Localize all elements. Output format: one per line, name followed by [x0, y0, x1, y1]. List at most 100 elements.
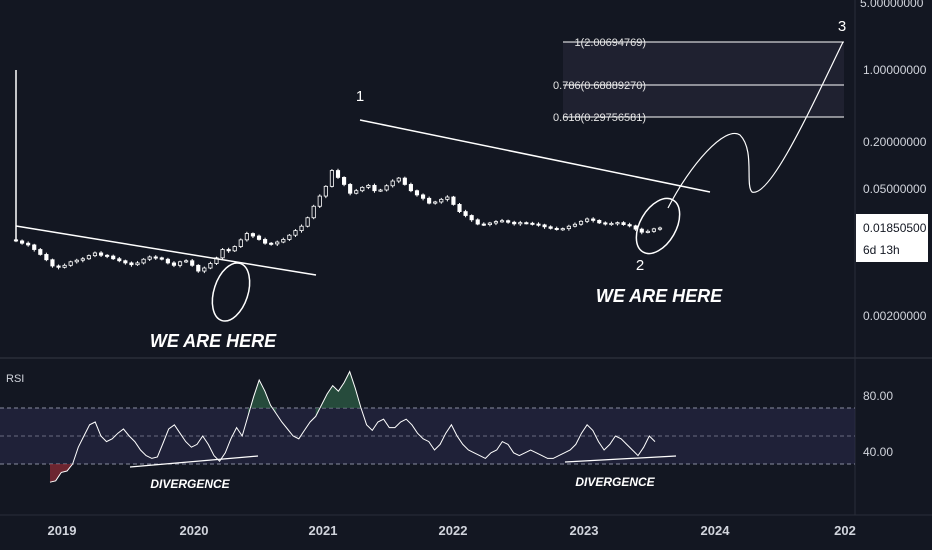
candle-body	[159, 257, 164, 260]
price-tick: 1.00000000	[863, 63, 927, 77]
candle-body	[269, 242, 274, 245]
candle-body	[445, 196, 450, 200]
candle-body	[493, 221, 499, 224]
candle-body	[329, 170, 334, 187]
current-price-value: 0.01850500	[863, 221, 927, 235]
candle-body	[469, 215, 474, 221]
candle-body	[86, 255, 91, 260]
candle-body	[141, 258, 146, 264]
candle-body	[396, 177, 401, 182]
candle-body	[220, 249, 225, 259]
candle-body	[202, 267, 207, 272]
time-tick: 202	[834, 523, 856, 538]
rsi-pane[interactable]: RSI DIVERGENCE DIVERGENCE 80.00 40.00	[0, 370, 893, 491]
rsi-tick: 40.00	[863, 445, 893, 459]
candle-body	[427, 197, 432, 204]
candle-body	[372, 184, 377, 192]
candle-body	[177, 261, 183, 266]
rsi-title: RSI	[6, 373, 24, 385]
candle-body	[621, 222, 626, 225]
candle-body	[342, 177, 347, 185]
fib-zone	[563, 42, 844, 117]
current-price-badge	[856, 214, 928, 262]
time-tick: 2019	[48, 523, 77, 538]
candle-body	[62, 264, 67, 268]
candle-body	[512, 221, 517, 225]
divergence-label-left: DIVERGENCE	[150, 477, 230, 491]
candle-body	[578, 220, 584, 225]
candle-body	[597, 220, 602, 224]
candle-body	[135, 262, 140, 266]
time-tick: 2022	[439, 523, 468, 538]
candle-body	[256, 235, 262, 240]
candle-body	[26, 242, 31, 246]
candle-body	[554, 227, 559, 230]
candle-body	[184, 260, 189, 263]
candle-body	[123, 260, 128, 264]
fib-label-1: 1(2.00694769)	[574, 37, 646, 49]
candle-body	[639, 228, 644, 233]
candle-body	[263, 239, 268, 244]
candle-body	[147, 256, 152, 260]
candle-body	[390, 180, 395, 187]
price-tick: 5.00000000	[860, 0, 924, 10]
candle-body	[56, 265, 61, 268]
candle-body	[13, 239, 19, 242]
highlight-ellipse-right	[635, 197, 681, 255]
candle-body	[111, 255, 116, 260]
candle-body	[323, 185, 328, 197]
time-tick: 2020	[180, 523, 209, 538]
candle-body	[50, 259, 55, 267]
candle-body	[129, 262, 134, 266]
rsi-fills	[50, 371, 361, 483]
rsi-overbought-fill	[247, 380, 277, 417]
wave-label-1: 1	[356, 88, 364, 105]
candle-body	[165, 258, 170, 264]
candle-body	[408, 184, 413, 192]
candle-body	[475, 219, 480, 225]
candle-body	[208, 263, 213, 269]
price-tick: 0.05000000	[863, 182, 927, 196]
candle-body	[414, 190, 420, 196]
candle-body	[378, 189, 383, 192]
time-tick: 2024	[701, 523, 731, 538]
candle-body	[250, 233, 256, 237]
candle-body	[439, 198, 444, 203]
candle-body	[74, 259, 79, 263]
candle-body	[603, 222, 608, 225]
candle-body	[354, 190, 359, 194]
divergence-line-left	[129, 455, 259, 468]
rsi-line	[49, 370, 656, 483]
rsi-overbought-fill	[315, 371, 361, 417]
time-tick: 2023	[570, 523, 599, 538]
price-scale[interactable]: 5.00000000 1.00000000 0.20000000 0.05000…	[854, 0, 928, 515]
candle-body	[451, 196, 456, 205]
candle-body	[366, 184, 371, 188]
time-tick: 2021	[309, 523, 338, 538]
candle-body	[360, 186, 365, 192]
candle-body	[32, 244, 37, 250]
we-are-here-right: WE ARE HERE	[596, 286, 723, 306]
candle-body	[657, 227, 663, 230]
candle-body	[232, 246, 237, 252]
price-pane[interactable]: 1(2.00694769) 0.786(0.68889270) 0.618(0.…	[13, 18, 846, 351]
candles	[13, 70, 663, 274]
candle-body	[238, 239, 243, 247]
candle-body	[615, 222, 620, 225]
candle-body	[281, 239, 286, 243]
candle-body	[572, 223, 578, 227]
candle-body	[275, 241, 280, 245]
time-scale[interactable]: 2019 2020 2021 2022 2023 2024 202	[0, 514, 932, 538]
candle-body	[463, 211, 468, 216]
candle-body	[348, 184, 353, 194]
fib-label-0786: 0.786(0.68889270)	[553, 80, 646, 92]
candle-body	[420, 194, 426, 199]
divergence-line-right	[564, 455, 677, 463]
candle-body	[190, 260, 195, 266]
price-tick: 0.20000000	[863, 135, 927, 149]
candle-body	[609, 223, 614, 226]
rsi-oversold-fill	[50, 464, 73, 483]
candle-body	[287, 234, 292, 240]
candle-body	[506, 220, 511, 223]
